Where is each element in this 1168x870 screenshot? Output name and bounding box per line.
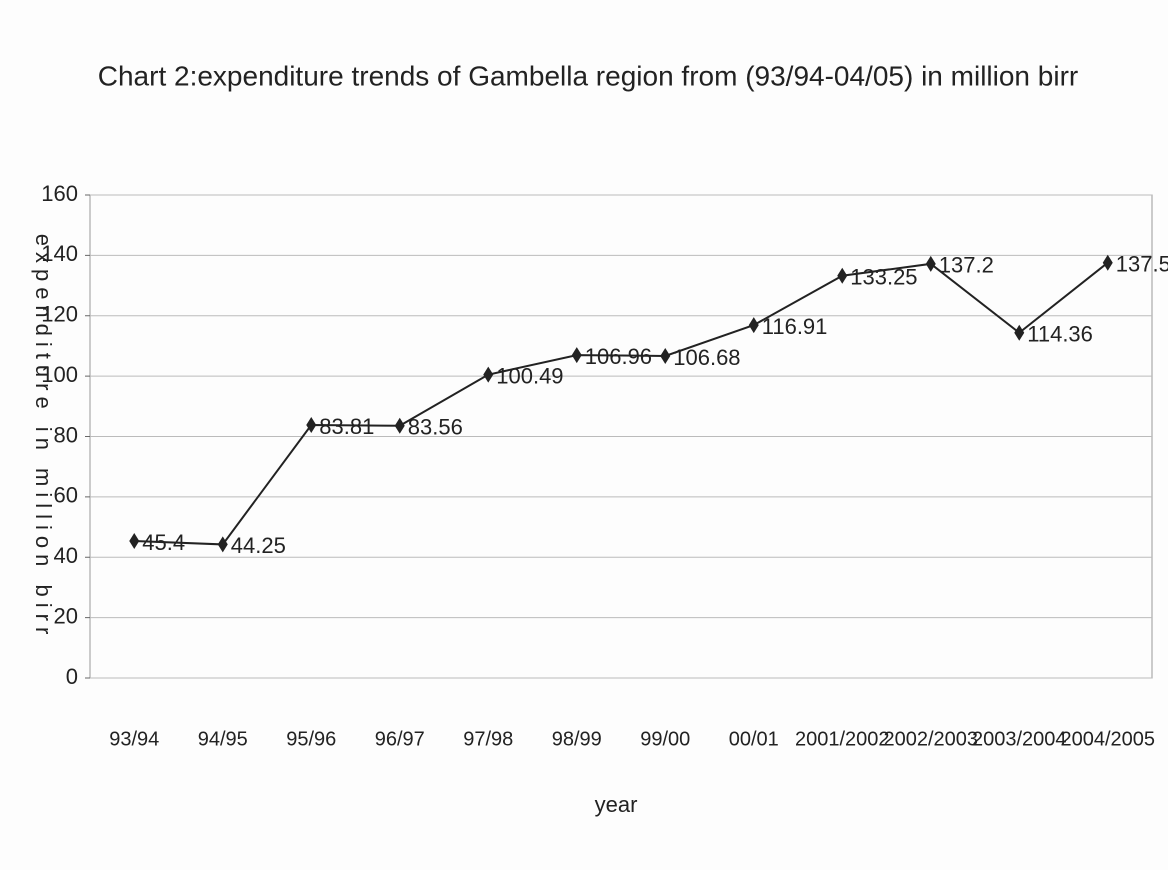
y-tick-label: 120	[41, 302, 78, 327]
x-tick-label: 98/99	[552, 728, 602, 750]
x-tick-label: 96/97	[375, 728, 425, 750]
data-label: 133.25	[850, 265, 917, 290]
data-label: 45.4	[142, 530, 185, 555]
x-tick-label: 95/96	[286, 728, 336, 750]
y-tick-label: 160	[41, 181, 78, 206]
x-tick-label: 2003/2004	[972, 728, 1067, 750]
data-label: 83.81	[319, 414, 374, 439]
data-label: 106.68	[673, 345, 740, 370]
marker	[1102, 254, 1113, 271]
x-tick-label: 94/95	[198, 728, 248, 750]
data-label: 100.49	[496, 363, 563, 388]
x-tick-label: 2001/2002	[795, 728, 890, 750]
marker	[1014, 324, 1025, 341]
data-label: 83.56	[408, 415, 463, 440]
y-tick-label: 60	[54, 483, 78, 508]
marker	[394, 417, 405, 434]
marker	[571, 347, 582, 364]
x-tick-label: 99/00	[640, 728, 690, 750]
data-label: 116.91	[762, 314, 828, 339]
y-tick-label: 100	[41, 362, 78, 387]
marker	[837, 267, 848, 284]
y-tick-label: 80	[54, 422, 78, 447]
marker	[306, 416, 317, 433]
x-tick-label: 2004/2005	[1060, 728, 1155, 750]
y-tick-label: 20	[54, 603, 78, 628]
x-tick-label: 93/94	[109, 728, 159, 750]
y-axis-label: expenditure in million birr	[31, 234, 56, 641]
y-tick-label: 40	[54, 543, 78, 568]
data-label: 106.96	[585, 344, 652, 369]
chart-title: Chart 2:expenditure trends of Gambella r…	[98, 60, 1078, 91]
data-label: 44.25	[231, 533, 286, 558]
marker	[129, 532, 140, 549]
x-tick-label: 97/98	[463, 728, 513, 750]
y-tick-label: 0	[66, 664, 78, 689]
marker	[660, 347, 671, 364]
marker	[217, 536, 228, 553]
line	[134, 261, 1109, 546]
x-axis-label: year	[595, 792, 638, 817]
x-tick-label: 00/01	[729, 728, 779, 750]
x-tick-label: 2002/2003	[883, 728, 978, 750]
data-label: 137.2	[939, 253, 994, 278]
y-tick-label: 140	[41, 241, 78, 266]
marker	[748, 317, 759, 334]
marker	[925, 255, 936, 272]
data-label: 114.36	[1027, 322, 1093, 347]
data-label: 137.57	[1116, 252, 1168, 277]
marker	[483, 366, 494, 383]
